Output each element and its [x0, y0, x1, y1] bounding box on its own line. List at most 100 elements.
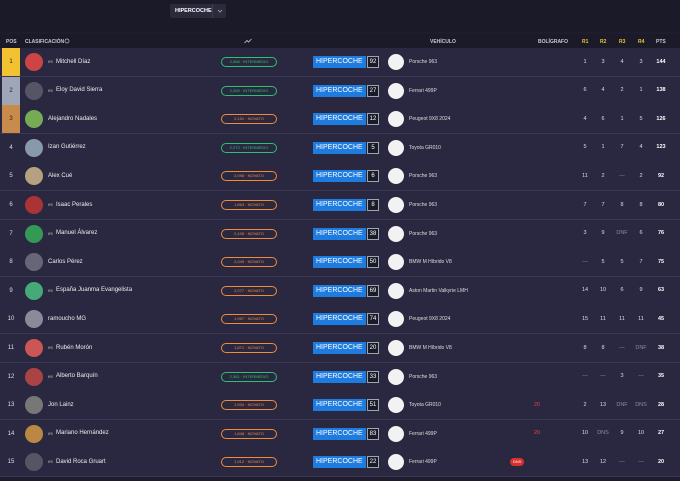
race-result: DNF [616, 401, 628, 408]
car-number: 83 [367, 427, 379, 440]
driver-name[interactable]: Manuel Álvarez [56, 230, 98, 237]
standing-row[interactable]: 10 ramoucho MG 1,957 · NOVATO 74 HIPERCOCHE P… [0, 305, 680, 335]
position: 7 [9, 230, 13, 237]
rating-badge: 2,049 · NOVATO [221, 257, 277, 268]
driver-name[interactable]: ramoucho MG [48, 315, 87, 322]
vehicle-logo [388, 368, 404, 385]
standing-row[interactable]: 4 Izan Gutiérrez 2,273 · INTERMEDIO 5 HIPERC… [0, 133, 680, 163]
points: 75 [657, 258, 665, 265]
standing-row[interactable]: 7 es Manuel Álvarez 2,105 · NOVATO 38 HIPERCO… [0, 219, 680, 249]
position: 14 [7, 430, 15, 437]
vehicle-logo [388, 397, 404, 414]
race-result: — [600, 373, 606, 380]
class-badge: HIPERCOCHE [313, 84, 366, 97]
race-result: 8 [583, 344, 587, 351]
driver-name[interactable]: Jon Lainz [48, 401, 74, 408]
boligrafo: DNS [510, 457, 525, 466]
position: 11 [7, 345, 15, 351]
rating-badge: 2,151 · NOVATO [221, 114, 277, 125]
vehicle-logo [388, 197, 404, 213]
race-result: 6 [601, 115, 605, 122]
standing-row[interactable]: 3 Alejandro Nadales 2,151 · NOVATO 12 HIPERC… [0, 105, 680, 135]
race-result: 2 [639, 172, 643, 179]
vehicle-name: Ferrari 499P [409, 430, 437, 437]
flag: es [48, 287, 53, 293]
rating-badge: 1,934 · NOVATO [221, 400, 277, 411]
race-result: DNS [597, 430, 609, 437]
driver-name[interactable]: David Roca Gruart [56, 458, 106, 465]
standing-row[interactable]: 2 es Eloy David Sierra 2,269 · INTERMEDIO 27… [0, 76, 680, 106]
points: 38 [657, 344, 665, 351]
race-result: 9 [620, 430, 624, 437]
standing-row[interactable]: 9 es España Juanma Evangelista 2,077 · NOVA… [0, 276, 680, 306]
standing-row[interactable]: 6 es Isaac Perales 1,863 · NOVATO 8 HIPERCOCH… [0, 191, 680, 220]
top-bar [0, 0, 680, 32]
race-result: 12 [599, 458, 607, 465]
vehicle-name: Porsche 963 [409, 230, 438, 237]
position: 3 [2, 105, 20, 134]
rating-badge: 2,361 · INTERMEDIO [221, 371, 277, 382]
col-r3: R3 [619, 38, 626, 45]
driver-name[interactable]: Rubén Morón [56, 344, 93, 351]
standing-row[interactable]: 5 Alex Cué 2,098 · NOVATO 6 HIPERCOCHE Porsch… [0, 162, 680, 192]
flag: es [48, 373, 53, 379]
vehicle-logo [388, 82, 404, 99]
standing-row[interactable]: 11 es Rubén Morón 1,871 · NOVATO 20 HIPERCOCH… [0, 334, 680, 363]
standing-row[interactable]: 14 es Mariano Hernández 1,848 · NOVATO 83 HIP… [0, 419, 680, 449]
refresh-icon[interactable] [64, 38, 70, 44]
col-classification[interactable]: CLASIFICACIÓN [25, 38, 65, 45]
vehicle-name: Ferrari 499P [409, 87, 437, 94]
driver-name[interactable]: Mitchell Díaz [56, 58, 91, 65]
race-result: 5 [583, 144, 587, 151]
standing-row[interactable]: 15 es David Roca Gruart 1,912 · NOVATO 22 HIP… [0, 448, 680, 478]
race-result: 15 [581, 315, 589, 322]
class-dropdown[interactable]: HIPERCOCHE [170, 4, 226, 18]
points: 28 [657, 401, 665, 408]
position: 13 [7, 402, 15, 409]
race-result: 7 [583, 201, 587, 208]
race-result: 6 [583, 87, 587, 94]
driver-name[interactable]: Alex Cué [48, 172, 73, 179]
col-pos: POS [6, 38, 17, 45]
rating-badge: 2,273 · INTERMEDIO [221, 142, 277, 153]
rating-badge: 2,588 · INTERMEDIO [221, 57, 277, 67]
rating-badge: 1,871 · NOVATO [221, 343, 277, 353]
race-result: — [619, 458, 625, 465]
standing-row[interactable]: 12 es Alberto Barquín 2,361 · INTERMEDIO 33 H… [0, 362, 680, 392]
driver-name[interactable]: Carlos Pérez [48, 258, 83, 265]
points: 27 [657, 430, 665, 437]
avatar [25, 339, 43, 357]
driver-name[interactable]: Alberto Barquín [56, 373, 98, 380]
driver-name[interactable]: España Juanma Evangelista [56, 287, 133, 294]
standing-row[interactable]: 13 Jon Lainz 1,934 · NOVATO 51 HIPERCOCHE Toy… [0, 391, 680, 421]
race-result: — [638, 458, 644, 465]
race-result: 8 [601, 344, 605, 351]
standing-row[interactable]: 1 es Mitchell Díaz 2,588 · INTERMEDIO 92 HIPE… [0, 48, 680, 77]
rating-badge: 2,098 · NOVATO [221, 171, 277, 182]
driver-name[interactable]: Isaac Perales [56, 201, 93, 208]
driver-name[interactable]: Mariano Hernández [56, 430, 109, 437]
class-badge: HIPERCOCHE [313, 342, 366, 354]
car-number: 74 [367, 313, 379, 326]
driver-name[interactable]: Izan Gutiérrez [48, 144, 86, 151]
class-badge: HIPERCOCHE [313, 370, 366, 383]
avatar [25, 281, 43, 300]
class-badge: HIPERCOCHE [313, 199, 366, 211]
driver-name[interactable]: Alejandro Nadales [48, 115, 98, 122]
race-result: 4 [639, 144, 643, 151]
flag: es [48, 430, 53, 436]
chevron-icon [217, 9, 223, 13]
race-result: 13 [599, 401, 607, 408]
class-badge: HIPERCOCHE [313, 113, 366, 126]
points: 20 [657, 458, 665, 465]
position: 8 [9, 259, 13, 266]
standing-row[interactable]: 8 Carlos Pérez 2,049 · NOVATO 50 HIPERCOCHE B… [0, 248, 680, 278]
race-result: 10 [581, 430, 589, 437]
race-result: 5 [639, 115, 643, 122]
vehicle-name: Peugeot 9X8 2024 [409, 316, 451, 323]
car-number: 22 [367, 456, 379, 469]
driver-name[interactable]: Eloy David Sierra [56, 87, 103, 94]
car-number: 38 [367, 227, 379, 240]
race-result: — [619, 172, 625, 179]
race-result: 5 [601, 258, 605, 265]
